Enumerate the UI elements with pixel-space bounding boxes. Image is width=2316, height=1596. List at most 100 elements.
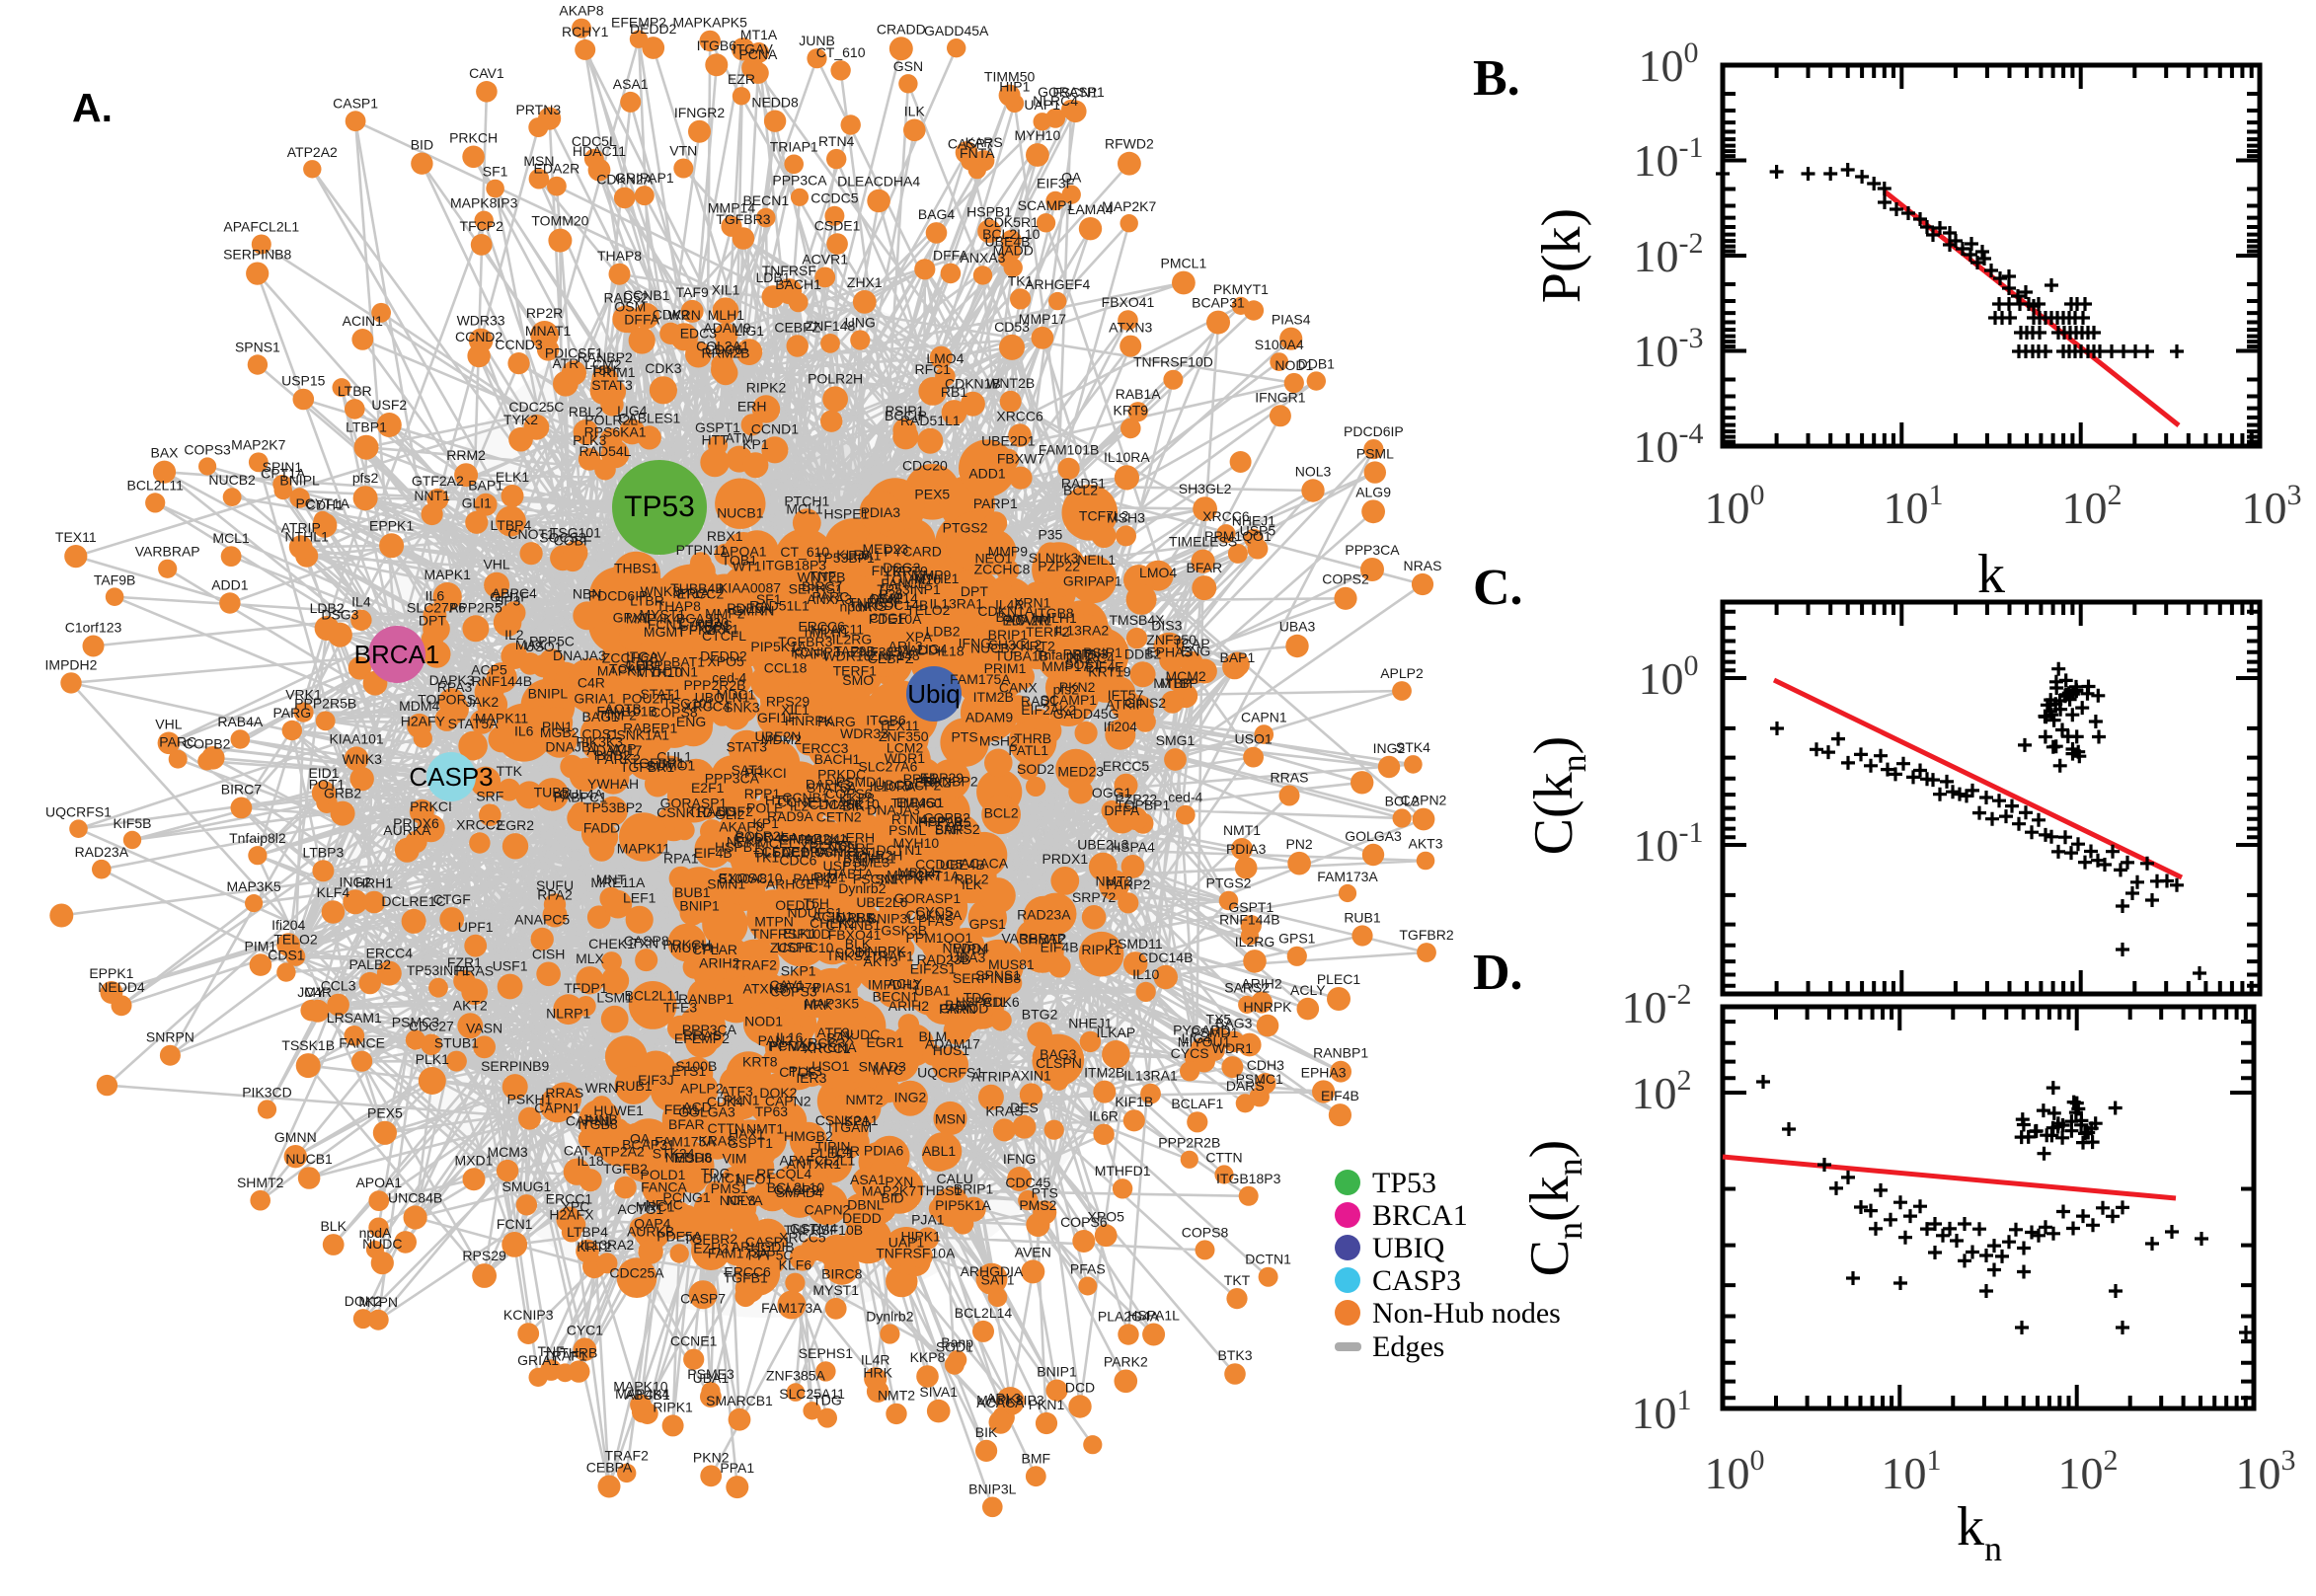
- svg-text:VASN: VASN: [466, 1020, 502, 1035]
- svg-text:ACD: ACD: [682, 1099, 712, 1114]
- svg-text:NTHL1: NTHL1: [852, 851, 896, 867]
- svg-text:WRN: WRN: [667, 307, 700, 323]
- svg-text:RANBP1: RANBP1: [678, 991, 733, 1007]
- svg-text:IL10RA: IL10RA: [870, 779, 916, 795]
- svg-text:OA: OA: [630, 1131, 651, 1147]
- svg-text:CSDE1: CSDE1: [762, 844, 809, 860]
- svg-text:EXOSC10: EXOSC10: [719, 870, 783, 885]
- svg-text:MDC1: MDC1: [717, 687, 756, 703]
- svg-text:ERH: ERH: [846, 830, 876, 846]
- svg-text:BLK: BLK: [320, 1218, 347, 1234]
- svg-text:ERCC2: ERCC2: [677, 586, 725, 602]
- svg-text:ARHGDIA: ARHGDIA: [961, 1263, 1024, 1279]
- svg-text:PSME3: PSME3: [843, 855, 890, 871]
- svg-text:IL2RG: IL2RG: [1235, 934, 1274, 950]
- svg-text:MLX: MLX: [576, 950, 604, 966]
- svg-text:ACTB: ACTB: [605, 701, 642, 717]
- svg-text:CDC14B: CDC14B: [874, 597, 928, 613]
- svg-text:MAP2K7: MAP2K7: [231, 436, 285, 452]
- svg-text:SNRPN: SNRPN: [875, 872, 923, 887]
- svg-text:ERCC3: ERCC3: [802, 740, 849, 756]
- svg-text:SLNtrk3: SLNtrk3: [1029, 550, 1079, 566]
- svg-text:TYK2: TYK2: [503, 412, 538, 427]
- svg-text:XRCC6: XRCC6: [996, 408, 1043, 423]
- svg-text:RAD51: RAD51: [1061, 475, 1106, 491]
- svg-text:KLF4: KLF4: [317, 884, 350, 900]
- svg-text:BID: BID: [881, 1190, 903, 1206]
- svg-text:UPF1: UPF1: [458, 919, 494, 935]
- svg-text:BRIP1: BRIP1: [988, 627, 1029, 643]
- svg-text:LTBR: LTBR: [338, 383, 372, 399]
- svg-text:NEDD4: NEDD4: [98, 979, 145, 995]
- svg-text:TMSB4X: TMSB4X: [1109, 612, 1165, 628]
- svg-text:TKT: TKT: [835, 848, 862, 864]
- svg-text:CEBPZ: CEBPZ: [868, 650, 914, 666]
- svg-text:PIAS1: PIAS1: [812, 979, 852, 995]
- svg-text:CTCF: CTCF: [779, 1064, 815, 1080]
- svg-text:MGMT: MGMT: [644, 624, 686, 640]
- svg-text:ING2: ING2: [339, 874, 371, 889]
- svg-text:BAG3: BAG3: [1215, 1016, 1253, 1031]
- svg-text:MAPK8IP3: MAPK8IP3: [450, 195, 518, 211]
- svg-text:PIK3K3: PIK3K3: [577, 733, 624, 749]
- svg-text:Ifi204: Ifi204: [1104, 719, 1137, 734]
- svg-text:CASP3: CASP3: [1372, 1264, 1461, 1297]
- svg-text:BACH1: BACH1: [814, 751, 861, 767]
- svg-text:ERP29: ERP29: [920, 770, 965, 786]
- svg-text:IL6: IL6: [514, 722, 534, 738]
- svg-text:MCL1: MCL1: [786, 501, 823, 517]
- svg-text:JAK2: JAK2: [466, 694, 500, 710]
- svg-text:SH3GL2: SH3GL2: [1179, 481, 1232, 496]
- svg-text:FAM175A: FAM175A: [655, 1133, 716, 1149]
- svg-text:CTCFL: CTCFL: [702, 628, 746, 644]
- svg-text:ILK: ILK: [962, 876, 983, 892]
- svg-text:ACVR1: ACVR1: [1006, 613, 1052, 629]
- svg-text:PRIM1: PRIM1: [984, 660, 1027, 676]
- svg-text:SERPINB9: SERPINB9: [481, 1058, 549, 1074]
- svg-text:YWHAH: YWHAH: [587, 776, 639, 792]
- svg-text:RAD1: RAD1: [1021, 693, 1058, 709]
- svg-text:GSPT1: GSPT1: [1228, 899, 1274, 915]
- svg-text:CANX: CANX: [999, 679, 1039, 695]
- svg-text:KRT9: KRT9: [892, 563, 928, 578]
- svg-text:FAM101B: FAM101B: [1039, 442, 1099, 458]
- svg-text:ANXA3: ANXA3: [807, 591, 852, 607]
- svg-text:PLK1: PLK1: [416, 1051, 449, 1067]
- svg-text:MAP3K5: MAP3K5: [226, 878, 280, 894]
- svg-text:NMT1: NMT1: [1223, 822, 1261, 838]
- svg-text:BAG4: BAG4: [918, 206, 956, 222]
- svg-text:PMCL1: PMCL1: [1161, 256, 1207, 271]
- svg-text:PRKCH: PRKCH: [662, 937, 711, 952]
- svg-text:AURKB: AURKB: [627, 1223, 674, 1239]
- svg-text:ASA1: ASA1: [850, 1172, 886, 1187]
- svg-text:IL16: IL16: [776, 1029, 803, 1045]
- svg-text:APOA1: APOA1: [355, 1175, 402, 1190]
- svg-text:EIF4G1: EIF4G1: [896, 795, 944, 810]
- svg-text:MYST1: MYST1: [639, 606, 685, 622]
- svg-text:NBN: NBN: [573, 585, 602, 601]
- svg-text:P(k): P(k): [1531, 208, 1592, 303]
- svg-text:DFFA: DFFA: [933, 248, 968, 264]
- svg-text:APAFCL2L1: APAFCL2L1: [223, 219, 299, 235]
- svg-text:MMP14: MMP14: [871, 590, 918, 606]
- svg-text:NMT2: NMT2: [845, 1092, 883, 1107]
- svg-text:CASP1: CASP1: [333, 95, 378, 111]
- svg-text:MRE11A: MRE11A: [590, 874, 646, 890]
- svg-text:IL13RA2: IL13RA2: [580, 1237, 635, 1253]
- svg-text:BCAP31: BCAP31: [622, 1136, 675, 1152]
- svg-text:PKN1: PKN1: [1029, 1397, 1065, 1412]
- svg-text:DNAJA3: DNAJA3: [867, 801, 920, 817]
- svg-text:RANBP2: RANBP2: [923, 774, 978, 790]
- svg-text:EIF2S1: EIF2S1: [910, 961, 957, 977]
- svg-text:PSMD1: PSMD1: [836, 774, 884, 790]
- svg-text:CDK3: CDK3: [645, 360, 682, 376]
- svg-text:NHEJ1: NHEJ1: [1068, 1016, 1113, 1031]
- svg-text:CUL4A: CUL4A: [559, 786, 604, 801]
- svg-text:hMLH1: hMLH1: [805, 624, 849, 640]
- svg-text:WRN: WRN: [585, 1080, 618, 1096]
- svg-text:CETN2: CETN2: [816, 808, 862, 824]
- svg-text:MTHFD1: MTHFD1: [1095, 1163, 1151, 1178]
- svg-text:EID1: EID1: [308, 765, 339, 781]
- svg-text:TUBA1B: TUBA1B: [995, 648, 1048, 664]
- svg-text:WRN: WRN: [954, 942, 986, 957]
